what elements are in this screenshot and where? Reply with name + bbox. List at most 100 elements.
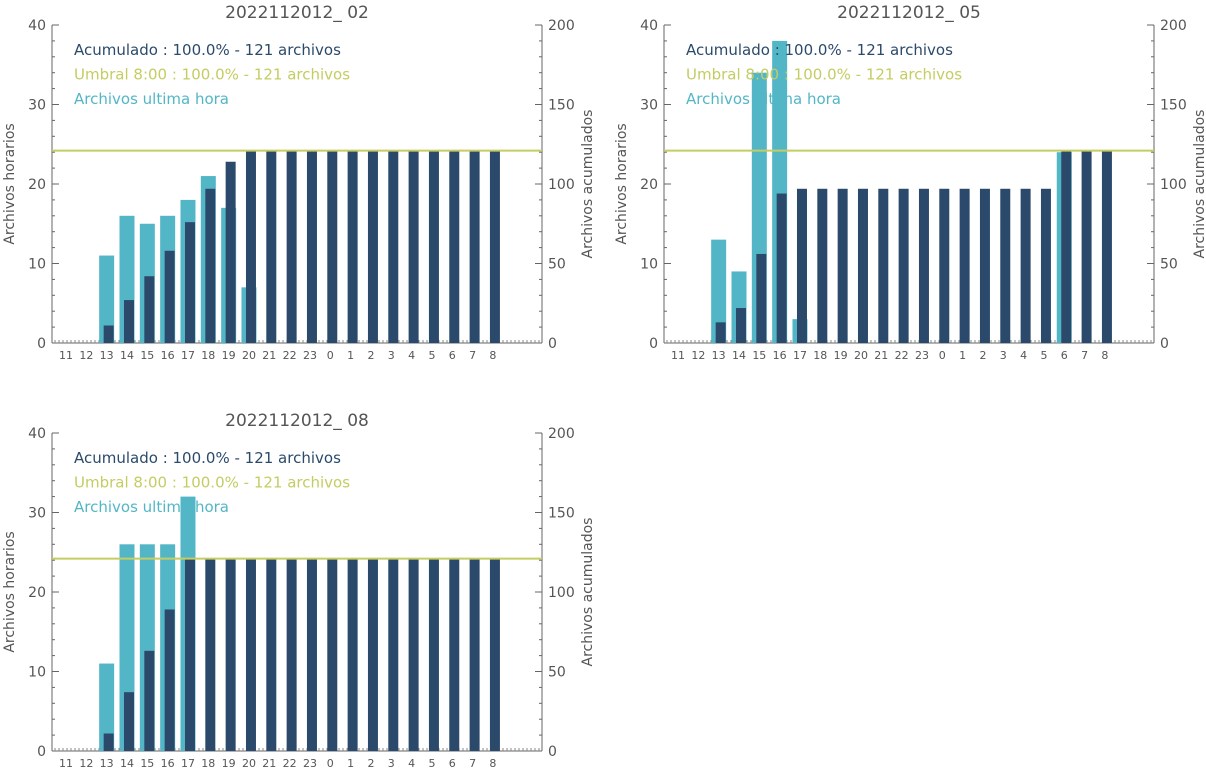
x-tick-label: 1: [959, 349, 966, 362]
legend-entry: Umbral 8:00 : 100.0% - 121 archivos: [74, 66, 350, 84]
x-tick-label: 8: [489, 757, 496, 770]
bar-acumulado: [959, 188, 970, 343]
legend-entry: Umbral 8:00 : 100.0% - 121 archivos: [74, 474, 350, 492]
bar-acumulado: [306, 558, 317, 751]
bar-acumulado: [918, 188, 929, 343]
x-tick-label: 16: [773, 349, 787, 362]
chart-panel-1: 2022112012_ 02010203040050100150200Archi…: [2, 3, 596, 362]
bar-acumulado: [979, 188, 990, 343]
x-tick-label: 2: [979, 349, 986, 362]
y-axis-label-left: Archivos horarios: [614, 123, 630, 244]
bar-acumulado: [428, 558, 439, 751]
x-tick-label: 12: [79, 349, 93, 362]
y-tick-label-left: 0: [649, 336, 658, 352]
y-tick-label-right: 0: [548, 336, 557, 352]
y-tick-label-right: 100: [548, 585, 575, 601]
x-tick-label: 6: [1061, 349, 1068, 362]
y-tick-label-left: 40: [28, 426, 46, 442]
y-tick-label-right: 50: [1160, 257, 1178, 273]
x-tick-label: 20: [242, 757, 256, 770]
bar-acumulado: [286, 558, 297, 751]
bar-acumulado: [408, 150, 419, 343]
x-tick-label: 17: [181, 349, 195, 362]
y-tick-label-left: 0: [37, 744, 46, 760]
bar-acumulado: [469, 558, 480, 751]
bar-acumulado: [164, 609, 175, 751]
x-tick-label: 20: [854, 349, 868, 362]
y-tick-label-left: 40: [640, 18, 658, 34]
x-tick-label: 23: [915, 349, 929, 362]
bar-acumulado: [225, 558, 236, 751]
bar-acumulado: [286, 150, 297, 343]
x-tick-label: 21: [874, 349, 888, 362]
y-tick-label-left: 10: [640, 257, 658, 273]
x-tick-label: 5: [428, 349, 435, 362]
bar-acumulado: [347, 558, 358, 751]
y-tick-label-left: 20: [28, 585, 46, 601]
y-tick-label-left: 20: [640, 177, 658, 193]
bar-acumulado: [489, 150, 500, 343]
y-axis-label-left: Archivos horarios: [2, 123, 18, 244]
y-tick-label-right: 100: [1160, 177, 1187, 193]
x-tick-label: 6: [449, 757, 456, 770]
bar-acumulado: [205, 188, 216, 343]
bar-acumulado: [837, 188, 848, 343]
x-tick-label: 3: [1000, 349, 1007, 362]
bar-acumulado: [103, 325, 114, 343]
bar-acumulado: [123, 300, 134, 343]
x-tick-label: 22: [283, 757, 297, 770]
y-tick-label-right: 150: [1160, 98, 1187, 114]
bar-acumulado: [347, 150, 358, 343]
bar-acumulado: [735, 308, 746, 343]
x-tick-label: 18: [813, 349, 827, 362]
bar-ultima-hora: [711, 239, 727, 343]
y-tick-label-left: 40: [28, 18, 46, 34]
bar-acumulado: [1101, 150, 1112, 343]
bar-acumulado: [1040, 188, 1051, 343]
y-tick-label-right: 100: [548, 177, 575, 193]
bar-acumulado: [266, 558, 277, 751]
legend-entry: Archivos ultima hora: [686, 90, 841, 108]
x-tick-label: 15: [752, 349, 766, 362]
x-tick-label: 21: [262, 349, 276, 362]
y-tick-label-right: 200: [548, 426, 575, 442]
bar-acumulado: [776, 193, 787, 343]
bar-acumulado: [306, 150, 317, 343]
y-tick-label-right: 50: [548, 665, 566, 681]
x-tick-label: 17: [181, 757, 195, 770]
x-tick-label: 14: [120, 757, 134, 770]
bar-acumulado: [449, 558, 460, 751]
x-tick-label: 17: [793, 349, 807, 362]
x-tick-label: 2: [367, 349, 374, 362]
x-tick-label: 7: [1081, 349, 1088, 362]
y-tick-label-right: 150: [548, 506, 575, 522]
y-tick-label-left: 30: [28, 98, 46, 114]
bar-acumulado: [367, 150, 378, 343]
bar-acumulado: [164, 250, 175, 343]
bar-acumulado: [327, 150, 338, 343]
x-tick-label: 23: [303, 349, 317, 362]
chart-panel-2: 2022112012_ 05010203040050100150200Archi…: [614, 3, 1206, 362]
y-axis-label-right: Archivos acumulados: [580, 518, 596, 667]
x-tick-label: 6: [449, 349, 456, 362]
y-axis-label-right: Archivos acumulados: [580, 110, 596, 259]
x-tick-label: 0: [327, 757, 334, 770]
x-tick-label: 4: [1020, 349, 1027, 362]
bar-acumulado: [489, 558, 500, 751]
x-tick-label: 12: [691, 349, 705, 362]
x-tick-label: 3: [388, 349, 395, 362]
x-tick-label: 22: [283, 349, 297, 362]
x-tick-label: 4: [408, 349, 415, 362]
x-tick-label: 5: [428, 757, 435, 770]
x-tick-label: 5: [1040, 349, 1047, 362]
bar-acumulado: [878, 188, 889, 343]
bar-acumulado: [123, 692, 134, 751]
x-tick-label: 8: [489, 349, 496, 362]
bar-acumulado: [428, 150, 439, 343]
chart-panel-3: 2022112012_ 08010203040050100150200Archi…: [2, 411, 596, 770]
x-tick-label: 19: [222, 757, 236, 770]
y-tick-label-right: 200: [548, 18, 575, 34]
bar-acumulado: [184, 558, 195, 751]
bar-acumulado: [1081, 150, 1092, 343]
x-tick-label: 1: [347, 757, 354, 770]
